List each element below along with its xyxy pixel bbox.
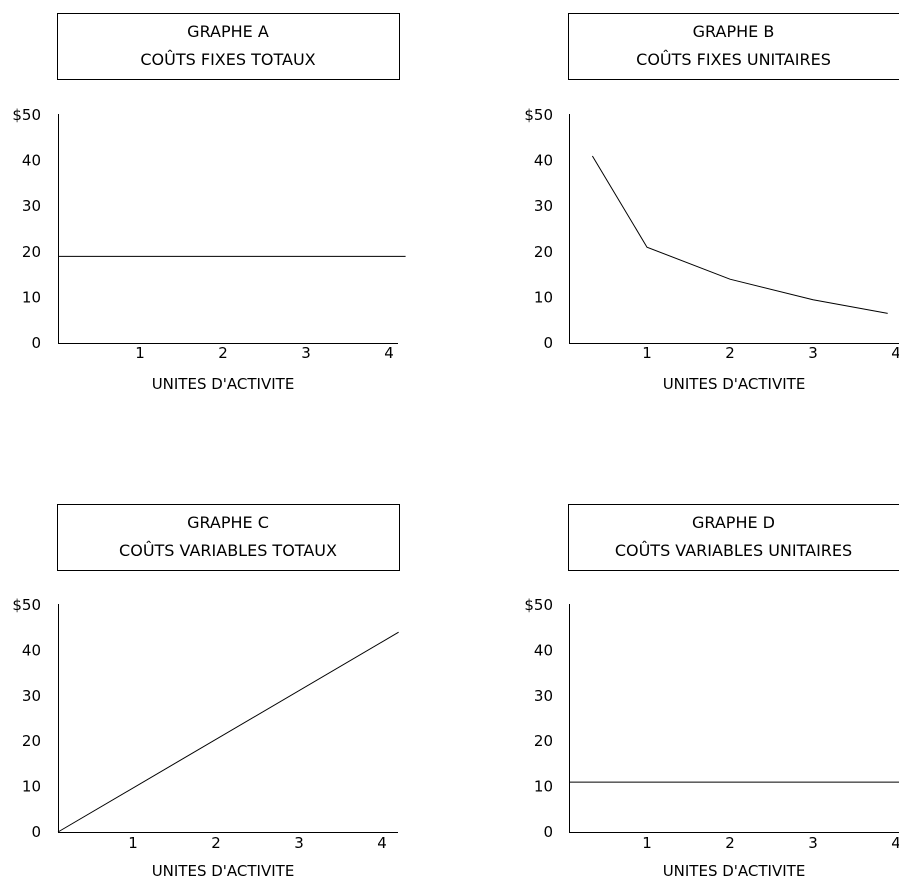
x-tick-label: 4 <box>891 344 899 362</box>
chart-panel-a: GRAPHE A COÛTS FIXES TOTAUX 0 10 20 30 40 $50 1 2… <box>12 13 406 393</box>
x-tick-label: 4 <box>384 344 394 362</box>
y-tick-label: 30 <box>534 687 553 705</box>
x-axis-title: UNITES D'ACTIVITE <box>152 375 295 393</box>
chart-panel-d: GRAPHE D COÛTS VARIABLES UNITAIRES 0 10 20 30… <box>524 504 899 880</box>
y-tick-label: 40 <box>22 152 41 170</box>
title-box <box>568 504 899 571</box>
chart-panel-b: GRAPHE B COÛTS FIXES UNITAIRES 0 10 20 30 40 $5… <box>524 13 899 393</box>
y-tick-label: 10 <box>534 288 553 306</box>
x-tick-label: 2 <box>218 344 228 362</box>
x-tick-label: 3 <box>808 344 818 362</box>
chart-title-line2: COÛTS FIXES TOTAUX <box>140 50 315 69</box>
title-box <box>57 504 400 571</box>
y-tick-label: 20 <box>22 732 41 750</box>
y-tick-label: 30 <box>22 197 41 215</box>
y-tick-label: 30 <box>22 687 41 705</box>
chart-title-line1: GRAPHE C <box>187 513 269 532</box>
y-tick-label: 10 <box>22 288 41 306</box>
x-axis-title: UNITES D'ACTIVITE <box>663 862 806 880</box>
chart-title-line1: GRAPHE B <box>693 22 775 41</box>
y-tick-label: 40 <box>534 152 553 170</box>
chart-title-line1: GRAPHE A <box>187 22 269 41</box>
x-axis-title: UNITES D'ACTIVITE <box>663 375 806 393</box>
x-tick-label: 1 <box>128 834 138 852</box>
y-tick-label: 20 <box>22 243 41 261</box>
x-tick-label: 3 <box>808 834 818 852</box>
y-tick-label: 20 <box>534 732 553 750</box>
y-tick-label: 0 <box>543 823 553 841</box>
y-tick-label: 0 <box>543 334 553 352</box>
y-tick-label: $50 <box>12 106 41 124</box>
title-box <box>57 13 400 80</box>
x-tick-label: 1 <box>135 344 145 362</box>
x-tick-label: 1 <box>642 834 652 852</box>
x-axis-title: UNITES D'ACTIVITE <box>152 862 295 880</box>
chart-panel-c: GRAPHE C COÛTS VARIABLES TOTAUX 0 10 20 30 40 $… <box>12 504 400 880</box>
y-tick-label: 0 <box>31 334 41 352</box>
y-tick-label: 40 <box>534 641 553 659</box>
y-tick-label: 0 <box>31 823 41 841</box>
series-line <box>57 631 399 833</box>
y-tick-label: 10 <box>22 778 41 796</box>
x-tick-label: 2 <box>725 344 735 362</box>
chart-title-line2: COÛTS FIXES UNITAIRES <box>636 50 831 69</box>
x-tick-label: 3 <box>301 344 311 362</box>
y-tick-label: 10 <box>534 778 553 796</box>
x-tick-label: 3 <box>294 834 304 852</box>
x-tick-label: 4 <box>891 834 899 852</box>
y-tick-label: 30 <box>534 197 553 215</box>
x-tick-label: 2 <box>725 834 735 852</box>
y-tick-label: $50 <box>12 596 41 614</box>
y-tick-label: 40 <box>22 641 41 659</box>
chart-title-line2: COÛTS VARIABLES TOTAUX <box>119 541 337 560</box>
x-tick-label: 1 <box>642 344 652 362</box>
y-tick-label: $50 <box>524 596 553 614</box>
chart-title-line2: COÛTS VARIABLES UNITAIRES <box>615 541 852 560</box>
x-tick-label: 2 <box>211 834 221 852</box>
y-tick-label: 20 <box>534 243 553 261</box>
chart-title-line1: GRAPHE D <box>692 513 775 532</box>
title-box <box>568 13 899 80</box>
y-tick-label: $50 <box>524 106 553 124</box>
x-tick-label: 4 <box>377 834 387 852</box>
series-line <box>591 155 888 314</box>
